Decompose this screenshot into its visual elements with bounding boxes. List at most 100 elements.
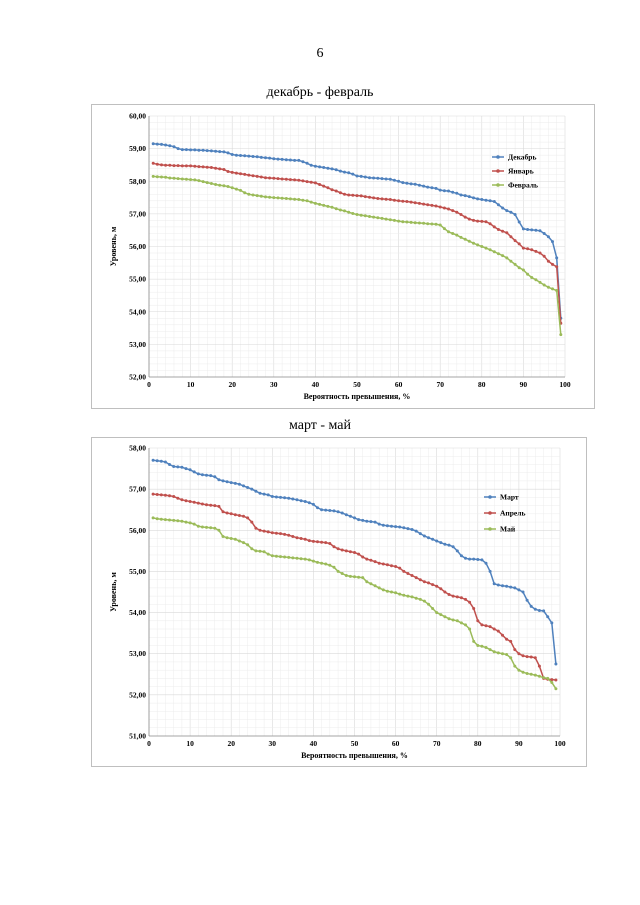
data-point: [402, 569, 406, 573]
data-point: [201, 148, 205, 152]
x-tick-label: 50: [353, 380, 361, 389]
data-point: [357, 552, 361, 556]
data-point: [316, 540, 319, 544]
data-point: [295, 536, 299, 540]
data-point: [438, 223, 442, 227]
data-point: [492, 582, 496, 586]
data-point: [418, 597, 422, 601]
data-point: [324, 541, 328, 545]
data-point: [363, 195, 367, 199]
data-point: [318, 183, 322, 186]
data-point: [160, 175, 163, 179]
data-point: [555, 289, 559, 292]
data-point: [501, 229, 505, 233]
data-point: [159, 493, 163, 497]
data-point: [459, 621, 463, 625]
data-point: [332, 565, 336, 569]
data-point: [373, 560, 377, 564]
data-point: [480, 644, 484, 648]
data-point: [406, 527, 410, 531]
data-point: [155, 493, 159, 496]
data-point: [538, 251, 542, 255]
data-point: [274, 531, 278, 535]
data-point: [417, 201, 421, 205]
data-point: [426, 222, 430, 226]
x-tick-label: 30: [269, 739, 277, 748]
data-point: [250, 487, 254, 491]
data-point: [422, 202, 426, 206]
data-point: [414, 576, 418, 580]
data-point: [455, 549, 459, 553]
data-point: [268, 156, 272, 160]
data-point: [376, 176, 380, 180]
data-point: [484, 220, 488, 224]
x-tick-label: 0: [147, 739, 151, 748]
data-point: [355, 194, 359, 198]
data-point: [344, 549, 348, 553]
data-point: [274, 554, 278, 558]
data-point: [459, 193, 463, 197]
data-point: [451, 232, 455, 235]
data-point: [330, 188, 334, 192]
data-point: [168, 518, 171, 522]
data-point: [201, 165, 205, 169]
x-tick-label: 100: [554, 739, 566, 748]
x-tick-label: 90: [520, 380, 528, 389]
data-point: [288, 158, 292, 162]
data-point: [264, 176, 267, 180]
legend-marker: [496, 183, 500, 187]
data-point: [464, 597, 467, 601]
data-point: [151, 174, 155, 178]
data-point: [222, 168, 226, 171]
data-point: [542, 254, 546, 258]
data-point: [413, 201, 417, 205]
data-point: [176, 147, 180, 151]
data-point: [542, 283, 546, 287]
data-point: [336, 510, 340, 514]
data-point: [484, 561, 488, 565]
data-point: [163, 493, 167, 497]
y-tick-label: 54,00: [129, 307, 146, 316]
data-point: [340, 572, 344, 575]
series-3: [151, 516, 558, 691]
data-point: [405, 200, 409, 203]
data-point: [435, 611, 439, 615]
x-tick-label: 70: [433, 739, 441, 748]
data-point: [422, 599, 426, 603]
data-point: [239, 154, 242, 157]
data-point: [343, 209, 346, 213]
data-point: [397, 219, 401, 223]
data-point: [505, 653, 509, 656]
data-point: [521, 246, 525, 250]
data-point: [357, 518, 361, 522]
data-point: [443, 615, 447, 619]
data-point: [443, 590, 447, 594]
data-point: [307, 501, 311, 505]
data-point: [468, 627, 472, 631]
data-point: [262, 529, 266, 533]
data-point: [305, 180, 309, 184]
data-point: [426, 185, 430, 189]
data-point: [222, 150, 226, 154]
x-tick-label: 70: [436, 380, 444, 389]
data-point: [340, 548, 344, 552]
data-point: [322, 203, 326, 207]
data-point: [237, 514, 241, 517]
legend: Март Апрель Май: [484, 493, 525, 534]
data-point: [209, 503, 213, 507]
data-point: [180, 519, 184, 523]
data-point: [550, 681, 554, 684]
data-point: [172, 145, 176, 149]
data-point: [381, 523, 385, 527]
data-point: [484, 624, 488, 628]
data-point: [322, 184, 326, 188]
data-point: [537, 609, 541, 612]
data-point: [405, 181, 409, 185]
data-point: [353, 575, 356, 579]
data-point: [180, 465, 184, 469]
x-tick-label: 0: [147, 380, 151, 389]
data-point: [184, 520, 188, 524]
data-point: [361, 555, 365, 559]
data-point: [484, 198, 488, 202]
data-point: [406, 572, 410, 575]
